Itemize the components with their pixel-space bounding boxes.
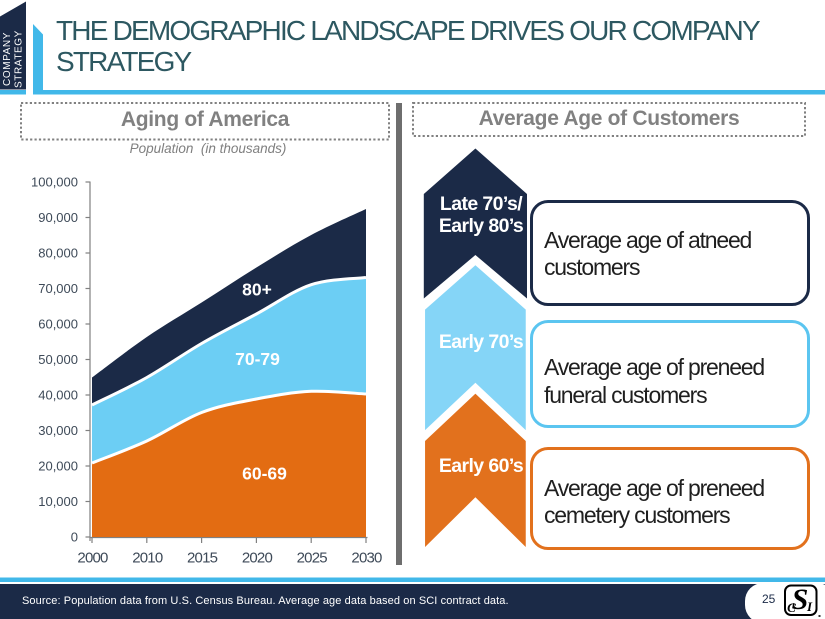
svg-text:80,000: 80,000 bbox=[38, 246, 78, 261]
svg-text:10,000: 10,000 bbox=[38, 494, 78, 509]
svg-text:2015: 2015 bbox=[187, 550, 218, 567]
svg-text:2025: 2025 bbox=[297, 550, 328, 567]
svg-text:70,000: 70,000 bbox=[38, 281, 78, 296]
svg-text:S: S bbox=[792, 583, 809, 616]
svg-text:I: I bbox=[806, 599, 813, 614]
svg-text:60-69: 60-69 bbox=[242, 464, 287, 484]
svg-text:2020: 2020 bbox=[242, 550, 273, 567]
svg-text:80+: 80+ bbox=[242, 280, 272, 300]
svg-text:100,000: 100,000 bbox=[31, 175, 78, 190]
svg-text:0: 0 bbox=[71, 530, 78, 545]
svg-text:50,000: 50,000 bbox=[38, 352, 78, 367]
svg-text:90,000: 90,000 bbox=[38, 210, 78, 225]
svg-text:2000: 2000 bbox=[77, 550, 108, 567]
svg-text:2030: 2030 bbox=[351, 550, 382, 567]
svg-text:60,000: 60,000 bbox=[38, 317, 78, 332]
svg-text:2010: 2010 bbox=[132, 550, 163, 567]
svg-text:70-79: 70-79 bbox=[235, 349, 280, 369]
svg-text:30,000: 30,000 bbox=[38, 423, 78, 438]
svg-text:40,000: 40,000 bbox=[38, 388, 78, 403]
svg-text:C: C bbox=[787, 600, 796, 615]
svg-text:20,000: 20,000 bbox=[38, 459, 78, 474]
